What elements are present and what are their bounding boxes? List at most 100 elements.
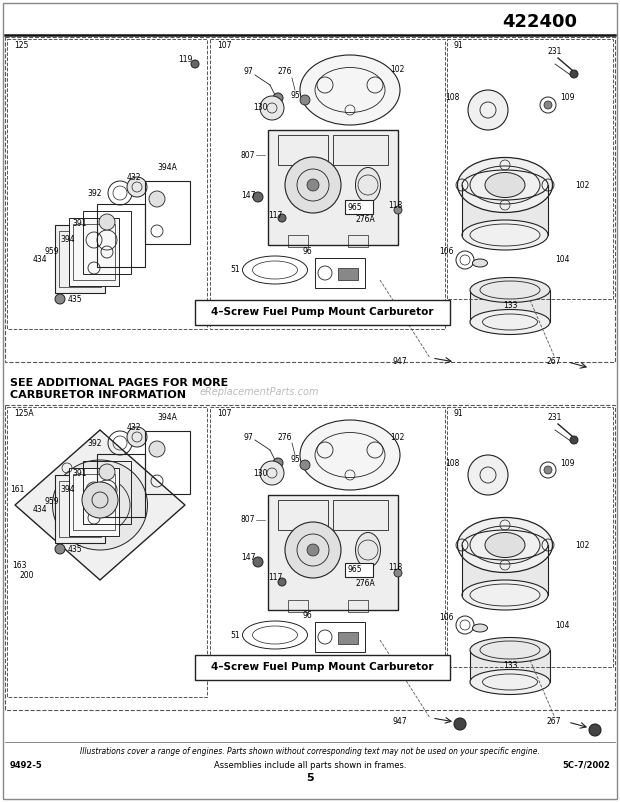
Bar — [462, 185, 548, 235]
Circle shape — [307, 544, 319, 556]
Ellipse shape — [472, 259, 487, 267]
Text: 118: 118 — [388, 564, 402, 573]
Ellipse shape — [470, 638, 550, 662]
Bar — [268, 495, 398, 610]
Bar — [59, 231, 101, 287]
Bar — [288, 600, 308, 612]
Ellipse shape — [470, 310, 550, 334]
Circle shape — [468, 455, 508, 495]
Circle shape — [300, 460, 310, 470]
Bar — [447, 39, 613, 299]
Bar — [348, 600, 368, 612]
Ellipse shape — [462, 170, 548, 200]
Text: 133: 133 — [503, 661, 517, 670]
Text: 959: 959 — [45, 497, 59, 507]
Text: 130: 130 — [253, 103, 267, 112]
Circle shape — [253, 557, 263, 567]
Text: 161: 161 — [10, 485, 24, 495]
Text: 391: 391 — [73, 220, 87, 229]
Text: 108: 108 — [446, 94, 460, 103]
Circle shape — [394, 206, 402, 214]
Text: Assemblies include all parts shown in frames.: Assemblies include all parts shown in fr… — [214, 760, 406, 769]
Bar — [5, 405, 615, 710]
Circle shape — [99, 464, 115, 480]
Ellipse shape — [470, 277, 550, 302]
Text: 276A: 276A — [355, 216, 375, 225]
Text: 117: 117 — [268, 573, 282, 582]
Text: Illustrations cover a range of engines. Parts shown without corresponding text m: Illustrations cover a range of engines. … — [80, 747, 540, 756]
Text: 435: 435 — [68, 545, 82, 553]
Text: 107: 107 — [217, 410, 231, 419]
Text: eReplacementParts.com: eReplacementParts.com — [200, 387, 319, 397]
Text: SEE ADDITIONAL PAGES FOR MORE
CARBURETOR INFORMATION: SEE ADDITIONAL PAGES FOR MORE CARBURETOR… — [10, 378, 228, 399]
Bar — [97, 454, 145, 517]
Circle shape — [55, 544, 65, 554]
Text: 109: 109 — [560, 94, 575, 103]
Text: 947: 947 — [392, 358, 407, 367]
Bar — [447, 407, 613, 667]
Text: 231: 231 — [548, 47, 562, 56]
Text: 434: 434 — [32, 504, 47, 513]
Ellipse shape — [458, 517, 552, 573]
Text: 97: 97 — [243, 432, 253, 441]
Circle shape — [544, 466, 552, 474]
Circle shape — [273, 458, 283, 468]
Circle shape — [191, 60, 199, 68]
Text: 118: 118 — [388, 200, 402, 209]
Text: 102: 102 — [390, 434, 404, 443]
Bar — [333, 500, 388, 530]
Bar — [333, 135, 388, 165]
Text: 130: 130 — [253, 468, 267, 477]
Circle shape — [260, 461, 284, 485]
Text: 109: 109 — [560, 459, 575, 468]
Bar — [210, 407, 445, 677]
Bar — [315, 258, 365, 288]
Text: 267: 267 — [547, 718, 561, 727]
Text: 106: 106 — [440, 613, 454, 622]
Text: 91: 91 — [454, 410, 464, 419]
Text: 125A: 125A — [14, 410, 33, 419]
Text: 133: 133 — [503, 301, 517, 310]
Text: 51: 51 — [231, 265, 240, 274]
Circle shape — [307, 179, 319, 191]
Text: 394A: 394A — [157, 412, 177, 422]
Circle shape — [149, 191, 165, 207]
Bar — [73, 224, 115, 280]
Circle shape — [570, 70, 578, 78]
Bar — [315, 622, 365, 652]
Text: 276A: 276A — [355, 578, 375, 588]
Text: 965: 965 — [347, 565, 361, 574]
Text: 432: 432 — [126, 172, 141, 181]
Bar — [83, 211, 131, 274]
Text: 9492-5: 9492-5 — [10, 760, 43, 769]
Bar — [5, 37, 615, 362]
Text: 394A: 394A — [157, 163, 177, 172]
Bar — [345, 200, 373, 214]
Text: 422400: 422400 — [502, 13, 577, 31]
Ellipse shape — [300, 55, 400, 125]
Bar — [69, 218, 119, 286]
Text: 435: 435 — [68, 294, 82, 303]
Text: 102: 102 — [575, 180, 590, 189]
Bar — [195, 655, 450, 680]
Bar — [7, 407, 207, 697]
Text: 104: 104 — [555, 256, 570, 265]
Circle shape — [285, 522, 341, 578]
Circle shape — [127, 177, 147, 197]
Text: 125: 125 — [14, 42, 29, 51]
Ellipse shape — [458, 157, 552, 213]
Bar — [69, 468, 119, 536]
Circle shape — [570, 436, 578, 444]
Text: 95: 95 — [290, 91, 300, 99]
Text: 4–Screw Fuel Pump Mount Carburetor: 4–Screw Fuel Pump Mount Carburetor — [211, 307, 433, 317]
Text: 5: 5 — [306, 773, 314, 783]
Bar — [210, 39, 445, 329]
Circle shape — [589, 724, 601, 736]
Bar — [145, 431, 190, 494]
Text: 96: 96 — [302, 248, 312, 257]
Text: 392: 392 — [87, 439, 102, 448]
Circle shape — [260, 96, 284, 120]
Text: 807: 807 — [241, 151, 255, 160]
Text: 807: 807 — [241, 516, 255, 525]
Text: 102: 102 — [390, 66, 404, 75]
